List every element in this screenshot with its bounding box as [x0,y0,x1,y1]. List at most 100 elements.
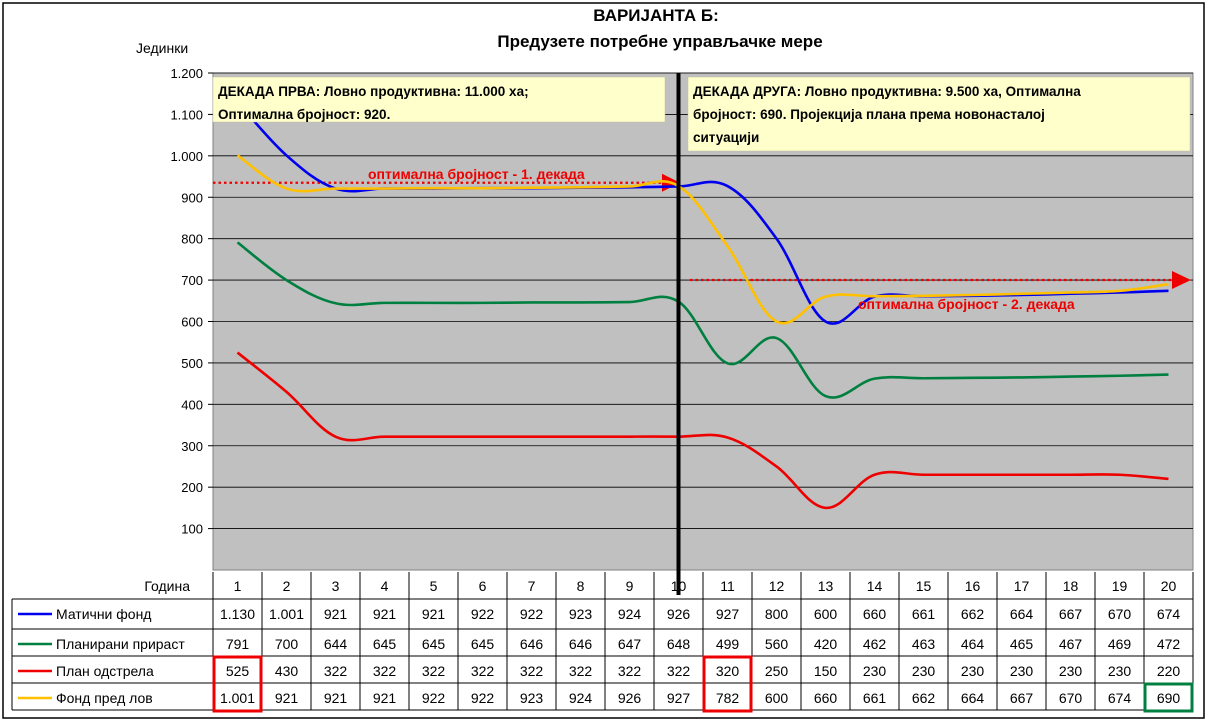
y-tick-label: 1.100 [170,107,203,122]
table-cell: 250 [765,663,789,679]
table-cell: 921 [373,690,397,706]
optimum-label-decade-1: оптимална бројност - 1. декада [368,166,585,182]
table-cell: 646 [569,636,593,652]
table-cell: 472 [1157,636,1181,652]
table-cell: 662 [961,606,985,622]
table-cell: 230 [961,663,985,679]
table-cell: 600 [765,690,789,706]
table-cell: 322 [667,663,691,679]
table-cell: 661 [912,606,936,622]
legend-entry: План одстрела [56,663,154,679]
x-tick-label: 1 [234,578,242,594]
x-tick-label: 18 [1063,578,1079,594]
table-cell: 664 [961,690,985,706]
table-cell: 664 [1010,606,1034,622]
y-tick-label: 200 [181,480,203,495]
x-tick-label: 20 [1161,578,1177,594]
table-cell: 430 [275,663,299,679]
table-cell: 674 [1108,690,1132,706]
table-cell: 661 [863,690,887,706]
highlight-year-11 [702,655,753,713]
optimum-arrow-decade-2 [1172,271,1191,290]
table-cell: 230 [1059,663,1083,679]
y-tick-label: 100 [181,522,203,537]
table-cell: 923 [569,606,593,622]
table-cell: 420 [814,636,838,652]
table-cell: 800 [765,606,789,622]
table-cell: 467 [1059,636,1083,652]
x-tick-label: 16 [965,578,981,594]
table-cell: 921 [422,606,446,622]
table-cell: 230 [863,663,887,679]
table-cell: 150 [814,663,838,679]
table-cell: 525 [226,663,250,679]
x-tick-label: 19 [1112,578,1128,594]
table-cell: 465 [1010,636,1034,652]
x-tick-label: 2 [283,578,291,594]
x-tick-label: 10 [671,578,687,594]
table-cell: 667 [1010,690,1034,706]
table-cell: 922 [471,690,495,706]
table-cell: 648 [667,636,691,652]
table-cell: 670 [1059,690,1083,706]
table-cell: 660 [863,606,887,622]
table-cell: 230 [1108,663,1132,679]
annotation-text-decade-2: ситуацији [693,130,759,145]
highlight-year-20 [1143,682,1194,713]
table-cell: 1.001 [220,690,255,706]
table-cell: 927 [716,606,740,622]
table-cell: 924 [569,690,593,706]
x-tick-label: 12 [769,578,785,594]
legend-entry: Планирани прираст [56,636,185,652]
table-cell: 662 [912,690,936,706]
table-cell: 927 [667,690,691,706]
x-tick-label: 4 [381,578,389,594]
table-cell: 464 [961,636,985,652]
table-cell: 926 [667,606,691,622]
x-tick-label: 5 [430,578,438,594]
annotation-text-decade-1: Оптимална бројност: 920. [218,107,390,122]
table-cell: 791 [226,636,250,652]
table-cell: 560 [765,636,789,652]
table-cell: 322 [324,663,348,679]
table-cell: 921 [324,606,348,622]
table-cell: 463 [912,636,936,652]
table-cell: 499 [716,636,740,652]
table-cell: 922 [471,606,495,622]
table-cell: 220 [1157,663,1181,679]
table-cell: 645 [422,636,446,652]
table-cell: 230 [912,663,936,679]
annotations: ДЕКАДА ПРВА: Ловно продуктивна: 11.000 х… [212,76,1191,312]
y-tick-label: 300 [181,439,203,454]
table-cell: 645 [471,636,495,652]
y-tick-label: 1.200 [170,66,203,81]
chart-title: ВАРИЈАНТА Б: [593,6,718,25]
table-cell: 322 [569,663,593,679]
table-cell: 1.130 [220,606,255,622]
table-cell: 322 [373,663,397,679]
table-cell: 921 [324,690,348,706]
grid-lines [213,72,1193,529]
table-cell: 782 [716,690,740,706]
table-cell: 667 [1059,606,1083,622]
table-cell: 660 [814,690,838,706]
legend-entry: Матични фонд [56,606,151,622]
y-axis-ticks: 100 200 300 400 500 600 700 800 900 1.000 1.100 1.2… [170,66,213,537]
x-tick-label: 11 [720,578,735,594]
y-tick-label: 900 [181,190,203,205]
series-lines [236,73,1169,595]
table-cell: 923 [520,690,544,706]
y-tick-label: 400 [181,397,203,412]
y-tick-label: 600 [181,315,203,330]
y-tick-label: 700 [181,273,203,288]
table-cell: 921 [373,606,397,622]
table-cell: 921 [275,690,299,706]
table-cell: 600 [814,606,838,622]
table-cell: 469 [1108,636,1132,652]
highlight-year-1 [212,655,263,713]
data-table: Година 1 2 3 4 5 6 7 8 9 10 11 12 13 14 15 16 17 18 19 20Мат… [11,572,1194,713]
table-cell: 230 [1010,663,1034,679]
y-tick-label: 1.000 [170,149,203,164]
x-tick-label: 6 [479,578,487,594]
